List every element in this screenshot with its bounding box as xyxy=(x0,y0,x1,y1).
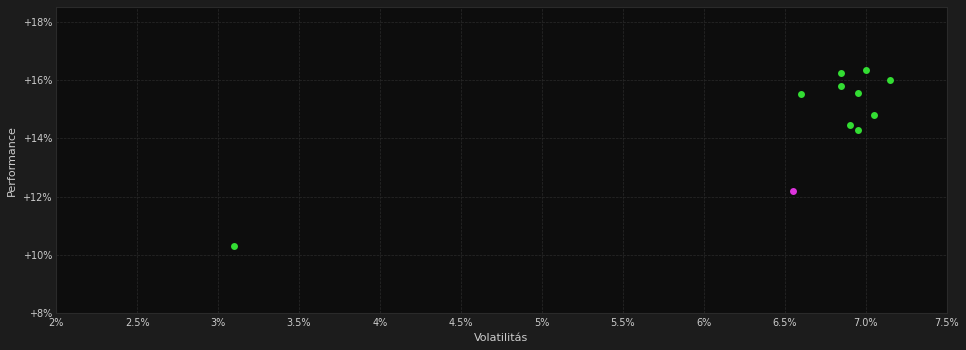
Point xyxy=(867,112,882,118)
Y-axis label: Performance: Performance xyxy=(7,125,17,196)
Point xyxy=(785,188,801,194)
Point xyxy=(227,243,242,249)
Point xyxy=(834,83,849,89)
Point xyxy=(793,92,809,97)
Point xyxy=(850,90,866,96)
Point xyxy=(841,122,857,128)
Point xyxy=(834,70,849,75)
Point xyxy=(882,77,897,83)
Point xyxy=(850,127,866,132)
Point xyxy=(858,67,873,72)
X-axis label: Volatilitás: Volatilitás xyxy=(474,333,528,343)
